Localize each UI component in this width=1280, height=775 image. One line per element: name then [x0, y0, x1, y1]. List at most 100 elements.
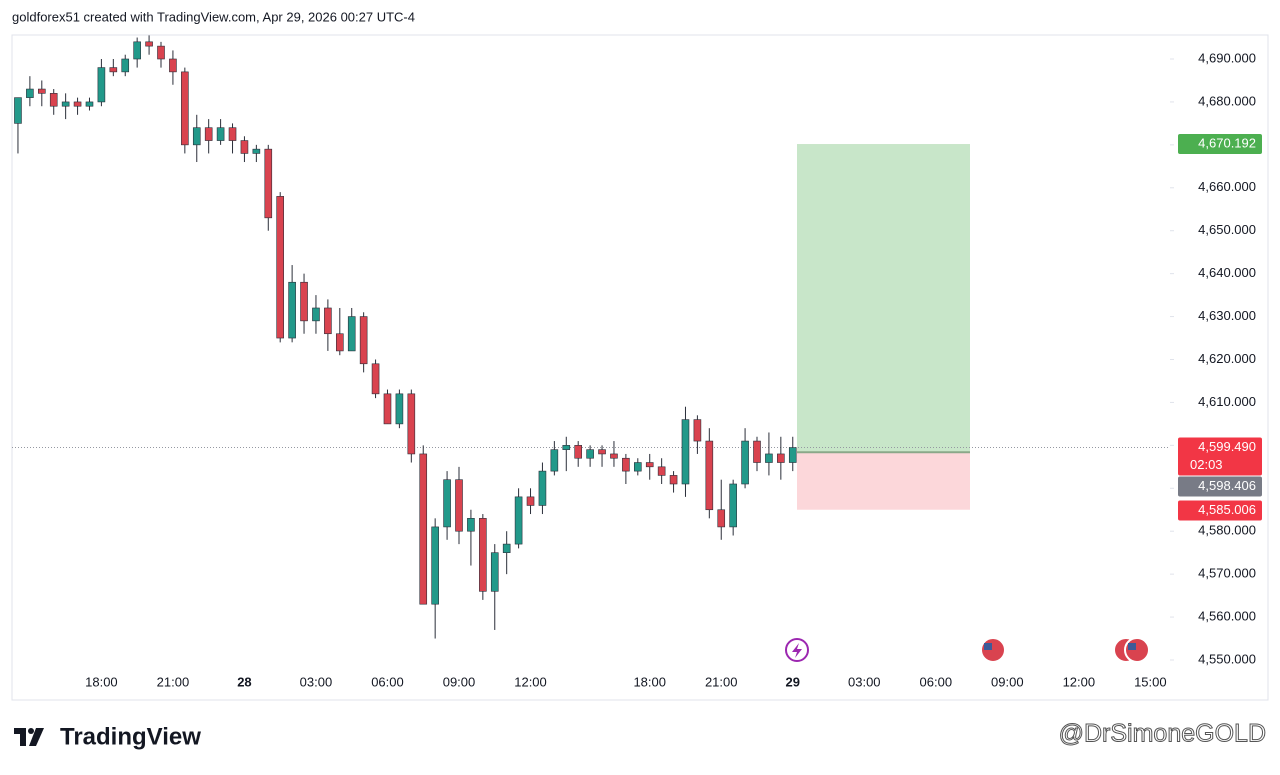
- candle-body: [669, 475, 678, 485]
- candle-body: [228, 127, 237, 141]
- stop-zone: [797, 452, 970, 510]
- candle-body: [335, 333, 344, 352]
- y-tick-label: 4,570.000: [1198, 566, 1256, 581]
- candle-body: [73, 101, 82, 107]
- x-tick-label: 28: [237, 674, 251, 689]
- event-icon: [984, 643, 992, 650]
- candle-body: [490, 552, 499, 592]
- candle-body: [419, 453, 428, 605]
- event-icon: [1128, 643, 1136, 650]
- candle-body: [562, 445, 571, 450]
- candle-body: [359, 316, 368, 365]
- logo-icon: [28, 728, 34, 734]
- candle-body: [300, 281, 308, 322]
- current-price-label: 4,599.490: [1198, 439, 1256, 454]
- countdown: 02:03: [1190, 457, 1223, 472]
- candle-body: [514, 496, 523, 545]
- candle-body: [383, 393, 392, 425]
- x-tick-label: 09:00: [991, 674, 1024, 689]
- candle-body: [61, 101, 70, 107]
- candle-body: [407, 393, 416, 455]
- target-label-box: [1178, 134, 1262, 155]
- target-zone: [797, 144, 970, 453]
- candle-body: [538, 470, 547, 506]
- x-tick-label: 29: [786, 674, 800, 689]
- candle-body: [97, 67, 106, 103]
- event-icons: [785, 637, 1150, 663]
- candle-body: [276, 196, 285, 339]
- y-tick-label: 4,650.000: [1198, 222, 1256, 237]
- watermark: @DrSimoneGOLD: [1059, 720, 1266, 748]
- candle-body: [443, 479, 451, 528]
- candle-body: [85, 101, 94, 107]
- current-price-box: [1178, 437, 1262, 476]
- y-tick-label: 4,680.000: [1198, 93, 1256, 108]
- candle-body: [347, 316, 356, 352]
- candle-body: [109, 67, 118, 73]
- candle-body: [37, 88, 46, 94]
- y-tick-label: 4,580.000: [1198, 523, 1256, 538]
- candle-body: [788, 447, 797, 463]
- candle-body: [765, 453, 773, 463]
- candle-body: [157, 45, 165, 60]
- candle-body: [550, 449, 559, 472]
- y-tick-label: 4,550.000: [1198, 651, 1256, 666]
- candle-body: [777, 453, 785, 463]
- logo-text: TradingView: [60, 723, 201, 750]
- candle-body: [431, 526, 439, 605]
- candle-body: [216, 127, 225, 141]
- stop-label: 4,585.006: [1198, 502, 1256, 517]
- y-tick-label: 4,630.000: [1198, 308, 1256, 323]
- candle-body: [324, 307, 332, 335]
- candle-body: [729, 483, 737, 528]
- candle-body: [502, 543, 511, 553]
- candle-body: [288, 281, 296, 339]
- plot: 4,550.000 4,560.000 4,570.000 4,580.000 4,59…: [12, 35, 1262, 689]
- x-tick-label: 03:00: [848, 674, 881, 689]
- stop-label-box: [1178, 500, 1262, 521]
- x-tick-label: 12:00: [514, 674, 547, 689]
- candle-body: [121, 58, 130, 73]
- logo-icon: [14, 728, 26, 746]
- event-icon: [792, 643, 802, 658]
- candle-body: [204, 127, 213, 141]
- candle-body: [622, 457, 630, 472]
- y-tick-label: 4,620.000: [1198, 351, 1256, 366]
- candle-body: [371, 363, 380, 395]
- candle-body: [645, 462, 654, 468]
- y-tick-label: 4,560.000: [1198, 609, 1256, 624]
- x-tick-label: 06:00: [371, 674, 404, 689]
- y-tick-label: 4,640.000: [1198, 265, 1256, 280]
- x-tick-label: 21:00: [157, 674, 190, 689]
- entry-label-box: [1178, 476, 1262, 497]
- candle-body: [192, 127, 201, 146]
- candle-body: [717, 509, 726, 528]
- candle-body: [133, 41, 141, 60]
- logo: TradingView: [14, 723, 201, 750]
- candle-body: [264, 148, 273, 219]
- candle-body: [455, 479, 463, 532]
- candle-body: [753, 440, 761, 463]
- candle-body: [526, 496, 535, 506]
- header: goldforex51 created with TradingView.com…: [12, 9, 415, 24]
- candle-body: [479, 518, 487, 592]
- candle-body: [14, 97, 22, 124]
- x-tick-label: 12:00: [1063, 674, 1096, 689]
- candle-body: [467, 518, 475, 532]
- candle-body: [598, 449, 606, 455]
- logo-icon: [29, 728, 44, 746]
- candle-body: [312, 307, 320, 322]
- y-tick-label: 4,660.000: [1198, 179, 1256, 194]
- candle-body: [681, 419, 690, 485]
- y-tick-label: 4,690.000: [1198, 50, 1256, 65]
- candle-body: [145, 41, 153, 47]
- x-tick-label: 09:00: [443, 674, 476, 689]
- candle-body: [169, 58, 177, 73]
- candle-body: [252, 148, 261, 154]
- candle-body: [693, 419, 702, 442]
- x-tick-label: 18:00: [633, 674, 666, 689]
- candle-body: [657, 466, 666, 476]
- x-tick-label: 21:00: [705, 674, 738, 689]
- candle-body: [49, 93, 58, 107]
- x-tick-label: 03:00: [300, 674, 333, 689]
